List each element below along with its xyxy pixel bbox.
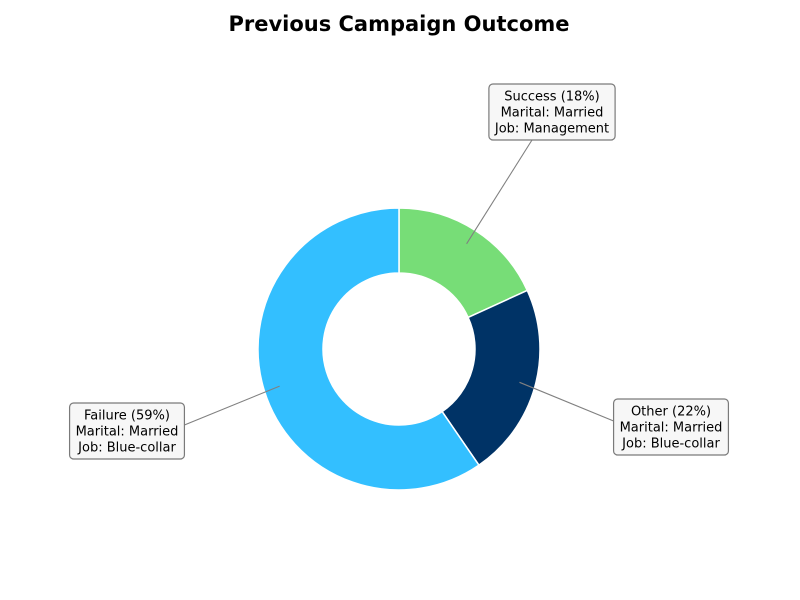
- leader-other: [519, 381, 614, 422]
- donut-slices: [257, 207, 541, 491]
- leader-failure: [184, 385, 280, 426]
- slice-success: [398, 207, 529, 319]
- callout-leaders: [184, 139, 614, 426]
- callout-line: Marital: Married: [501, 105, 604, 120]
- callout-line: Other (22%): [631, 404, 711, 419]
- callout-box: [612, 398, 730, 456]
- callout-line: Job: Management: [494, 121, 609, 136]
- slice-other: [441, 289, 541, 467]
- callout-line: Success (18%): [504, 89, 600, 104]
- callout-box: [488, 83, 616, 141]
- leader-success: [466, 139, 533, 245]
- callout-line: Job: Blue-collar: [621, 436, 720, 451]
- callout-line: Marital: Married: [76, 424, 179, 439]
- slice-failure: [257, 207, 480, 491]
- callout-line: Marital: Married: [620, 420, 723, 435]
- callout-line: Failure (59%): [84, 408, 170, 423]
- callout-line: Job: Blue-collar: [77, 440, 176, 455]
- callout-box: [68, 402, 186, 460]
- chart-title: Previous Campaign Outcome: [228, 12, 569, 36]
